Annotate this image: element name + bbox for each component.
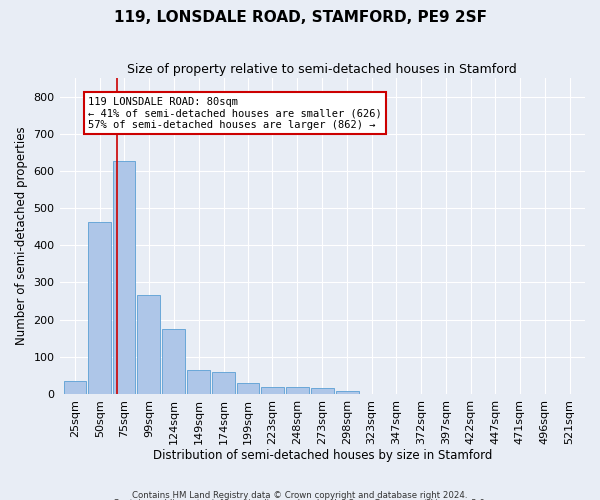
Bar	[212, 372, 235, 394]
Bar	[137, 296, 160, 394]
Text: 119 LONSDALE ROAD: 80sqm
← 41% of semi-detached houses are smaller (626)
57% of : 119 LONSDALE ROAD: 80sqm ← 41% of semi-d…	[88, 96, 382, 130]
Bar	[64, 381, 86, 394]
X-axis label: Distribution of semi-detached houses by size in Stamford: Distribution of semi-detached houses by …	[152, 450, 492, 462]
Title: Size of property relative to semi-detached houses in Stamford: Size of property relative to semi-detach…	[127, 62, 517, 76]
Bar	[88, 222, 112, 394]
Bar	[336, 391, 359, 394]
Bar	[113, 162, 136, 394]
Bar	[261, 386, 284, 394]
Text: 119, LONSDALE ROAD, STAMFORD, PE9 2SF: 119, LONSDALE ROAD, STAMFORD, PE9 2SF	[113, 10, 487, 25]
Text: Contains HM Land Registry data © Crown copyright and database right 2024.: Contains HM Land Registry data © Crown c…	[132, 490, 468, 500]
Bar	[162, 329, 185, 394]
Bar	[311, 388, 334, 394]
Bar	[237, 383, 259, 394]
Bar	[187, 370, 210, 394]
Y-axis label: Number of semi-detached properties: Number of semi-detached properties	[15, 126, 28, 346]
Bar	[286, 386, 309, 394]
